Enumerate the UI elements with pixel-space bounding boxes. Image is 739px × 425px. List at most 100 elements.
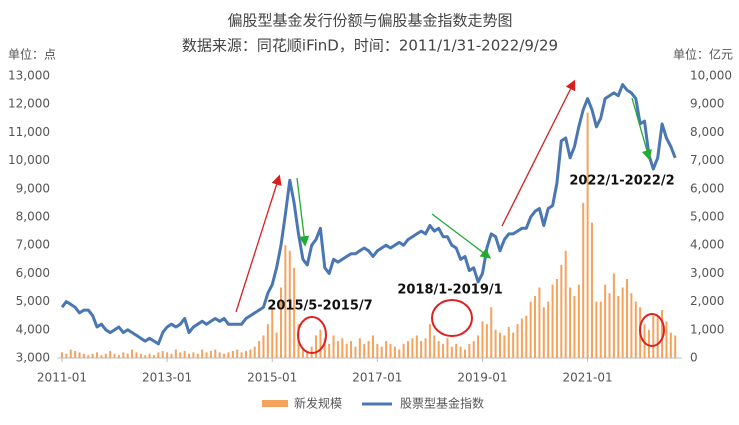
bar [599, 301, 602, 358]
bar [547, 301, 550, 358]
bar [161, 350, 164, 358]
bar [74, 350, 77, 358]
chart-subtitle: 数据来源：同花顺iFinD，时间：2011/1/31-2022/9/29 [182, 37, 558, 55]
bar [196, 353, 199, 358]
legend-label: 股票型基金指数 [400, 396, 484, 411]
bar [253, 346, 256, 358]
y-tick-label: 7,000 [16, 238, 50, 252]
bar [236, 349, 239, 358]
bar [244, 350, 247, 358]
x-tick-label: 2017-01 [352, 371, 402, 385]
bar [647, 329, 650, 358]
bar [463, 349, 466, 358]
y-tick-label: 10,000 [8, 153, 50, 167]
y-tick-label: 9,000 [16, 181, 50, 195]
bar [626, 279, 629, 358]
bar [275, 332, 278, 358]
bar [284, 245, 287, 358]
bar [82, 353, 85, 358]
bar [201, 349, 204, 358]
bar [507, 326, 510, 358]
x-tick-label: 2013-01 [142, 371, 192, 385]
y2-tick-label: 5,000 [690, 210, 724, 224]
bar [131, 349, 134, 358]
y2-tick-label: 0 [690, 351, 698, 365]
bar [669, 332, 672, 358]
bar [560, 264, 563, 358]
bar [266, 324, 269, 358]
y-tick-label: 8,000 [16, 210, 50, 224]
bar [258, 341, 261, 358]
bar [590, 222, 593, 358]
bar [113, 353, 116, 358]
bar [280, 287, 282, 358]
bar [446, 338, 449, 358]
bar [78, 352, 81, 358]
bar [573, 295, 576, 358]
y-tick-label: 4,000 [16, 322, 50, 336]
bar [323, 338, 326, 358]
bar [604, 284, 607, 358]
bar [358, 338, 361, 358]
bar [586, 112, 589, 358]
bar [61, 352, 63, 358]
bar [231, 350, 234, 358]
bar [420, 341, 423, 358]
y-tick-label: 11,000 [8, 125, 50, 139]
bar [485, 324, 488, 358]
bar [411, 338, 414, 358]
bar [529, 301, 532, 358]
bar [179, 352, 182, 358]
bar [319, 329, 322, 358]
bar [188, 353, 191, 358]
bar [490, 307, 493, 358]
bar [389, 343, 392, 358]
y2-tick-label: 6,000 [690, 181, 724, 195]
x-tick-label: 2011-01 [37, 371, 87, 385]
y2-tick-label: 7,000 [690, 153, 724, 167]
bar [503, 335, 506, 358]
bar [455, 343, 458, 358]
bar [520, 318, 523, 358]
bar [223, 353, 226, 358]
bar [209, 350, 212, 358]
bar [336, 341, 339, 358]
y-tick-label: 5,000 [16, 294, 50, 308]
bar [332, 335, 335, 358]
bar [345, 343, 348, 358]
bar [617, 295, 620, 358]
bar [152, 355, 155, 358]
bar [271, 307, 274, 358]
bar [240, 352, 243, 358]
legend-swatch [262, 400, 288, 407]
y2-tick-label: 4,000 [690, 238, 724, 252]
y-tick-label: 3,000 [16, 351, 50, 365]
bar [630, 293, 633, 358]
bar [569, 287, 572, 358]
y2-tick-label: 3,000 [690, 266, 724, 280]
bar [376, 343, 379, 358]
bar [577, 284, 580, 358]
bar [288, 250, 291, 358]
x-tick-label: 2019-01 [457, 371, 507, 385]
bar [534, 295, 537, 358]
bar [634, 301, 637, 358]
bar [512, 332, 515, 358]
bar [442, 343, 445, 358]
x-tick-label: 2021-01 [563, 371, 613, 385]
bar [126, 353, 129, 358]
bar [428, 324, 431, 358]
bar [350, 341, 353, 358]
bar [424, 338, 427, 358]
y2-tick-label: 8,000 [690, 125, 724, 139]
bar [494, 329, 497, 358]
bar [538, 287, 541, 358]
bar [525, 315, 528, 358]
y-tick-label: 6,000 [16, 266, 50, 280]
bar [380, 346, 383, 358]
y-tick-label: 12,000 [8, 97, 50, 111]
bar [91, 353, 94, 358]
bar [157, 352, 160, 358]
annotation: 2018/1-2019/1 [397, 283, 502, 298]
